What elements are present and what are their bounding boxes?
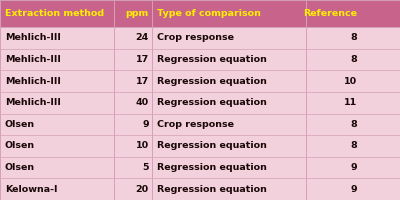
Text: 8: 8 <box>350 141 357 150</box>
Bar <box>0 135 400 157</box>
Text: Regression equation: Regression equation <box>157 98 267 107</box>
Text: Kelowna-I: Kelowna-I <box>5 185 57 194</box>
Text: 9: 9 <box>142 120 149 129</box>
Text: Mehlich-III: Mehlich-III <box>5 77 61 86</box>
Text: Olsen: Olsen <box>5 141 35 150</box>
Text: Olsen: Olsen <box>5 163 35 172</box>
Text: Regression equation: Regression equation <box>157 77 267 86</box>
Text: Crop response: Crop response <box>157 120 234 129</box>
Text: Mehlich-III: Mehlich-III <box>5 55 61 64</box>
Text: 8: 8 <box>350 55 357 64</box>
Text: 10: 10 <box>344 77 357 86</box>
Text: Regression equation: Regression equation <box>157 185 267 194</box>
Bar <box>0 178 400 200</box>
Text: Regression equation: Regression equation <box>157 55 267 64</box>
Text: Regression equation: Regression equation <box>157 141 267 150</box>
Bar <box>0 27 400 49</box>
Bar <box>0 114 400 135</box>
Text: 20: 20 <box>136 185 149 194</box>
Text: 24: 24 <box>136 33 149 42</box>
Text: Mehlich-III: Mehlich-III <box>5 98 61 107</box>
Text: 5: 5 <box>142 163 149 172</box>
Text: 17: 17 <box>136 77 149 86</box>
Text: 40: 40 <box>136 98 149 107</box>
Text: 9: 9 <box>350 185 357 194</box>
Text: 8: 8 <box>350 33 357 42</box>
Text: Reference: Reference <box>303 9 357 18</box>
Bar <box>0 157 400 178</box>
Text: Crop response: Crop response <box>157 33 234 42</box>
Text: 11: 11 <box>344 98 357 107</box>
Text: 10: 10 <box>136 141 149 150</box>
Bar <box>0 49 400 70</box>
Text: Olsen: Olsen <box>5 120 35 129</box>
Bar <box>0 92 400 114</box>
Text: 9: 9 <box>350 163 357 172</box>
Text: Type of comparison: Type of comparison <box>157 9 261 18</box>
Text: ppm: ppm <box>126 9 149 18</box>
Text: Mehlich-III: Mehlich-III <box>5 33 61 42</box>
Text: Extraction method: Extraction method <box>5 9 104 18</box>
Text: 17: 17 <box>136 55 149 64</box>
Bar <box>0 0 400 27</box>
Text: Regression equation: Regression equation <box>157 163 267 172</box>
Bar <box>0 70 400 92</box>
Text: 8: 8 <box>350 120 357 129</box>
